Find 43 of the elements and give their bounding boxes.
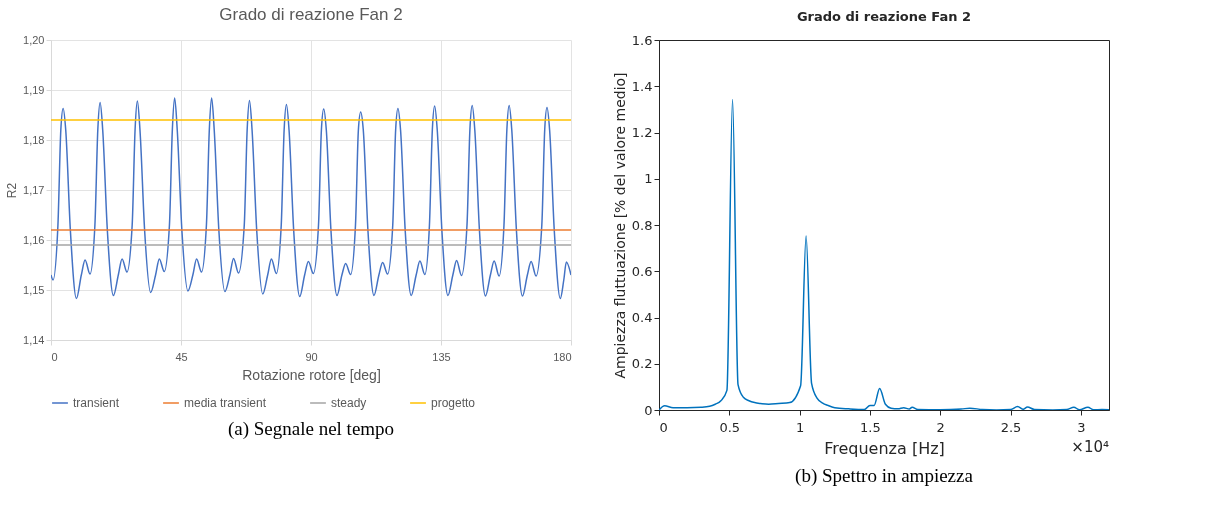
- x-tick-label: 1: [795, 419, 805, 435]
- y-tick-label: 0.2: [631, 356, 653, 372]
- y-tick-label: 1.2: [631, 125, 653, 140]
- x-tick-label: 1.5: [860, 419, 881, 435]
- y-tick-label: 1,15: [23, 283, 45, 296]
- y-tick-label: 0.8: [631, 217, 653, 233]
- x-tick-label: 3: [1077, 419, 1086, 435]
- legend-label: transient: [73, 396, 120, 410]
- y-tick-label: 0.6: [631, 263, 653, 279]
- legend-label: progetto: [431, 396, 476, 410]
- line-series: [659, 98, 1109, 410]
- y-tick-label: 1.4: [631, 78, 653, 94]
- y-tick-label: 1,14: [23, 333, 45, 346]
- chart-title: Grado di reazione Fan 2: [219, 5, 403, 24]
- y-axis-title: Ampiezza fluttuazione [% del valore medio]: [611, 72, 628, 379]
- x-axis-title: Frequenza [Hz]: [824, 438, 945, 458]
- y-tick-label: 1,19: [23, 83, 45, 96]
- x-tick-label: 2.5: [1000, 419, 1022, 435]
- y-tick-label: 1,16: [23, 233, 45, 246]
- y-axis-title: R2: [5, 182, 20, 199]
- x-tick-label: 90: [305, 350, 318, 363]
- y-tick-label: 0: [644, 402, 653, 418]
- legend-label: steady: [331, 396, 367, 410]
- legend-label: media transient: [184, 396, 267, 410]
- x-axis-title: Rotazione rotore [deg]: [242, 366, 381, 383]
- y-tick-label: 1: [644, 171, 653, 187]
- x-tick-label: 2: [936, 419, 945, 435]
- x-tick-label: 180: [553, 350, 572, 363]
- y-tick-label: 1,17: [23, 183, 45, 196]
- line-series: [51, 97, 571, 300]
- y-tick-label: 1,20: [23, 33, 45, 46]
- x-tick-label: 0.5: [719, 419, 741, 435]
- chart-title: Grado di reazione Fan 2: [796, 9, 972, 24]
- y-tick-label: 1.6: [631, 32, 653, 48]
- text: ×10⁴: [1071, 438, 1109, 456]
- x-tick-label: 0: [51, 350, 58, 363]
- x-tick-label: 0: [659, 419, 668, 435]
- x-tick-label: 45: [175, 350, 188, 363]
- text: (a) Segnale nel tempo: [227, 418, 395, 440]
- text: (b) Spettro in ampiezza: [795, 465, 974, 487]
- x-tick-label: 135: [432, 350, 451, 363]
- y-tick-label: 1,18: [23, 133, 45, 146]
- y-tick-label: 0.4: [631, 310, 653, 325]
